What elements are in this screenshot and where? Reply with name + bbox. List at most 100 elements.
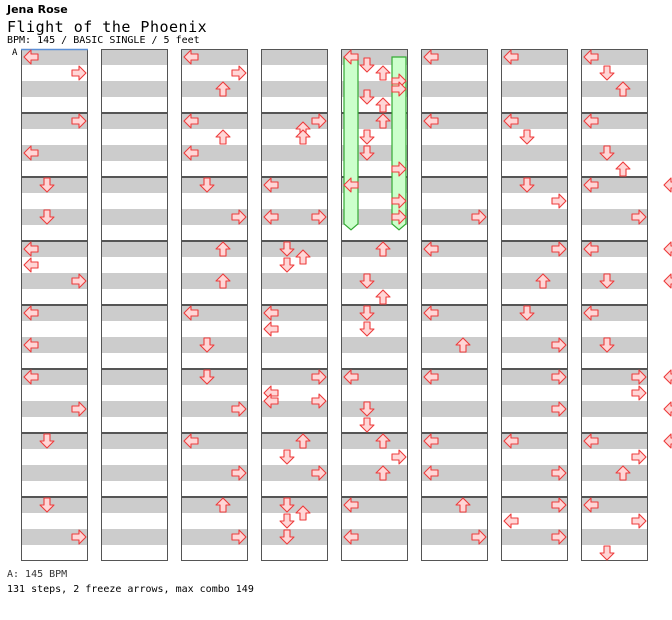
step-arrow-right xyxy=(231,65,247,81)
step-arrow-down xyxy=(359,305,375,321)
chart-column xyxy=(21,49,88,561)
beat-band xyxy=(101,433,168,449)
beat-band xyxy=(341,433,408,449)
beat-band xyxy=(261,305,328,321)
step-arrow-down xyxy=(279,449,295,465)
beat-band xyxy=(501,465,568,481)
step-arrow-down xyxy=(359,273,375,289)
beat-band xyxy=(501,49,568,65)
beat-band xyxy=(261,49,328,65)
beat-band xyxy=(341,337,408,353)
measure-box xyxy=(341,305,408,369)
measure-box xyxy=(261,497,328,561)
measure-box xyxy=(181,433,248,497)
step-arrow-down xyxy=(199,337,215,353)
step-arrow-right xyxy=(391,193,407,209)
beat-band xyxy=(581,177,648,193)
beat-band xyxy=(181,497,248,513)
beat-band xyxy=(581,433,648,449)
beat-band xyxy=(181,401,248,417)
step-arrow-down xyxy=(519,129,535,145)
measure-box xyxy=(421,305,488,369)
bpm-legend: A: 145 BPM xyxy=(7,569,68,580)
measure-box xyxy=(341,177,408,241)
step-arrow-left xyxy=(183,113,199,129)
measure-box xyxy=(581,497,648,561)
step-arrow-up xyxy=(215,273,231,289)
beat-band xyxy=(341,465,408,481)
beat-band xyxy=(261,401,328,417)
measure-box xyxy=(101,241,168,305)
measure-box xyxy=(261,241,328,305)
beat-band xyxy=(21,49,88,65)
beat-band xyxy=(181,49,248,65)
step-arrow-up xyxy=(375,97,391,113)
beat-band xyxy=(421,369,488,385)
song-title: Flight of the Phoenix xyxy=(7,18,208,36)
measure-box xyxy=(501,497,568,561)
beat-band xyxy=(21,305,88,321)
step-arrow-right xyxy=(551,241,567,257)
step-arrow-down xyxy=(599,65,615,81)
step-arrow-up xyxy=(295,249,311,265)
step-arrow-left xyxy=(583,241,599,257)
beat-band xyxy=(421,273,488,289)
measure-box xyxy=(581,433,648,497)
step-arrow-left xyxy=(343,177,359,193)
step-arrow-right xyxy=(311,113,327,129)
step-arrow-left xyxy=(423,49,439,65)
step-arrow-left xyxy=(183,49,199,65)
step-arrow-left xyxy=(583,49,599,65)
measure-box xyxy=(101,177,168,241)
step-arrow-right xyxy=(551,497,567,513)
step-arrow-down xyxy=(599,337,615,353)
beat-band xyxy=(421,305,488,321)
beat-band xyxy=(101,81,168,97)
step-arrow-right xyxy=(71,65,87,81)
beat-band xyxy=(101,529,168,545)
step-arrow-left xyxy=(423,305,439,321)
beat-band xyxy=(421,241,488,257)
step-arrow-down xyxy=(279,241,295,257)
measure-box xyxy=(341,49,408,113)
step-arrow-right xyxy=(311,209,327,225)
measure-box xyxy=(261,113,328,177)
beat-band xyxy=(581,49,648,65)
beat-band xyxy=(341,529,408,545)
beat-band xyxy=(421,401,488,417)
step-arrow-right xyxy=(71,401,87,417)
beat-band xyxy=(421,465,488,481)
measure-box xyxy=(101,433,168,497)
step-arrow-left xyxy=(343,49,359,65)
beat-band xyxy=(261,369,328,385)
step-arrow-up xyxy=(375,465,391,481)
step-arrow-up xyxy=(455,337,471,353)
step-arrow-up xyxy=(615,81,631,97)
step-arrow-up xyxy=(615,465,631,481)
measure-box xyxy=(101,113,168,177)
beat-band xyxy=(581,113,648,129)
step-arrow-right xyxy=(631,385,647,401)
step-arrow-right xyxy=(391,209,407,225)
step-arrow-left xyxy=(583,177,599,193)
step-arrow-left xyxy=(23,337,39,353)
beat-band xyxy=(21,529,88,545)
step-arrow-down xyxy=(39,433,55,449)
step-arrow-down xyxy=(199,369,215,385)
step-arrow-left xyxy=(583,433,599,449)
beat-band xyxy=(21,113,88,129)
chart-column xyxy=(501,49,568,561)
chart-stats: 131 steps, 2 freeze arrows, max combo 14… xyxy=(7,584,254,595)
step-arrow-right xyxy=(231,529,247,545)
beat-band xyxy=(501,209,568,225)
measure-box xyxy=(181,241,248,305)
measure-box xyxy=(421,433,488,497)
beat-band xyxy=(21,81,88,97)
step-arrow-right xyxy=(71,113,87,129)
step-arrow-down xyxy=(199,177,215,193)
beat-band xyxy=(101,305,168,321)
step-arrow-right xyxy=(631,209,647,225)
step-arrow-left xyxy=(663,241,672,257)
beat-band xyxy=(581,209,648,225)
measure-box xyxy=(21,497,88,561)
